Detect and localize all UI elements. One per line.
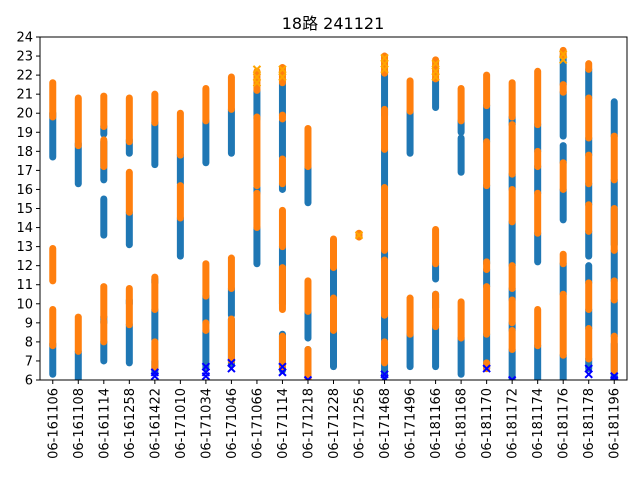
x-tick-label: 06-171218 [301,388,316,459]
x-tick-label: 06-181178 [582,388,597,459]
x-marker-marker_blue [201,362,211,371]
x-tick-label: 06-181174 [531,388,546,459]
x-tick-label: 06-181172 [506,388,521,459]
y-tick-label: 23 [16,50,33,65]
y-tick-label: 21 [16,88,33,103]
y-tick-label: 22 [16,69,33,84]
x-tick-label: 06-161114 [97,388,112,459]
x-marker-marker_blue [507,375,517,380]
x-marker-marker_blue [380,370,389,379]
x-tick-label: 06-181166 [429,388,444,459]
chart-axes: 6 7 8 9 10 11 12 13 14 15 16 17 18 19 20 21 22 23 24 06-161… [16,31,628,459]
x-tick-label: 06-161108 [72,388,87,459]
x-tick-label: 06-171496 [404,388,419,459]
plot-area [49,46,619,380]
y-tick-label: 17 [16,164,33,179]
x-tick-label: 06-171010 [174,388,189,459]
y-tick-label: 13 [16,240,33,255]
x-tick-label: 06-181168 [455,388,470,459]
x-tick-label: 06-171228 [327,388,342,459]
x-tick-label: 06-181196 [608,388,623,459]
y-tick-label: 7 [25,354,33,369]
y-tick-label: 6 [25,374,33,389]
x-marker-marker_orange [558,49,568,59]
x-marker-marker_orange [354,230,364,240]
x-marker-marker_orange [380,53,389,63]
x-marker-marker_orange [252,72,262,82]
x-marker-marker_orange [431,59,440,68]
x-marker-marker_orange [252,65,262,74]
y-tick-label: 16 [16,183,33,198]
x-tick-label: 06-161422 [148,388,163,459]
x-marker-marker_blue [482,364,491,373]
x-tick-label: 06-161106 [46,388,61,459]
x-marker-marker_blue [303,375,313,380]
x-tick-label: 06-181170 [480,388,495,459]
y-tick-label: 19 [16,126,33,141]
x-tick-label: 06-181176 [557,388,572,459]
x-marker-marker_blue [227,358,236,368]
x-tick-label: 06-171114 [276,388,291,459]
x-marker-marker_blue [584,364,593,373]
x-marker-marker_blue [610,371,619,380]
y-tick-label: 11 [16,278,33,293]
y-tick-label: 14 [16,221,33,236]
x-marker-marker_blue [150,368,160,377]
x-tick-label: 06-171034 [199,388,214,459]
chart-marks [49,46,619,380]
y-tick-label: 12 [16,259,33,274]
y-tick-label: 10 [16,297,33,312]
x-tick-label: 06-171046 [225,388,240,459]
y-tick-label: 20 [16,107,33,122]
x-tick-label: 06-171256 [353,388,368,459]
x-tick-label: 06-171468 [378,388,393,459]
x-marker-marker_orange [431,67,440,76]
y-tick-label: 9 [25,316,33,331]
x-tick-label: 06-161258 [123,388,138,459]
y-tick-label: 15 [16,202,33,217]
y-tick-label: 8 [25,335,33,350]
x-marker-marker_blue [278,362,287,371]
chart-title: 18路 241121 [282,14,385,33]
y-tick-label: 18 [16,145,33,160]
y-tick-label: 24 [16,31,33,46]
x-marker-marker_orange [278,65,287,74]
x-marker-marker_orange [278,72,287,82]
x-tick-label: 06-171066 [250,388,265,459]
